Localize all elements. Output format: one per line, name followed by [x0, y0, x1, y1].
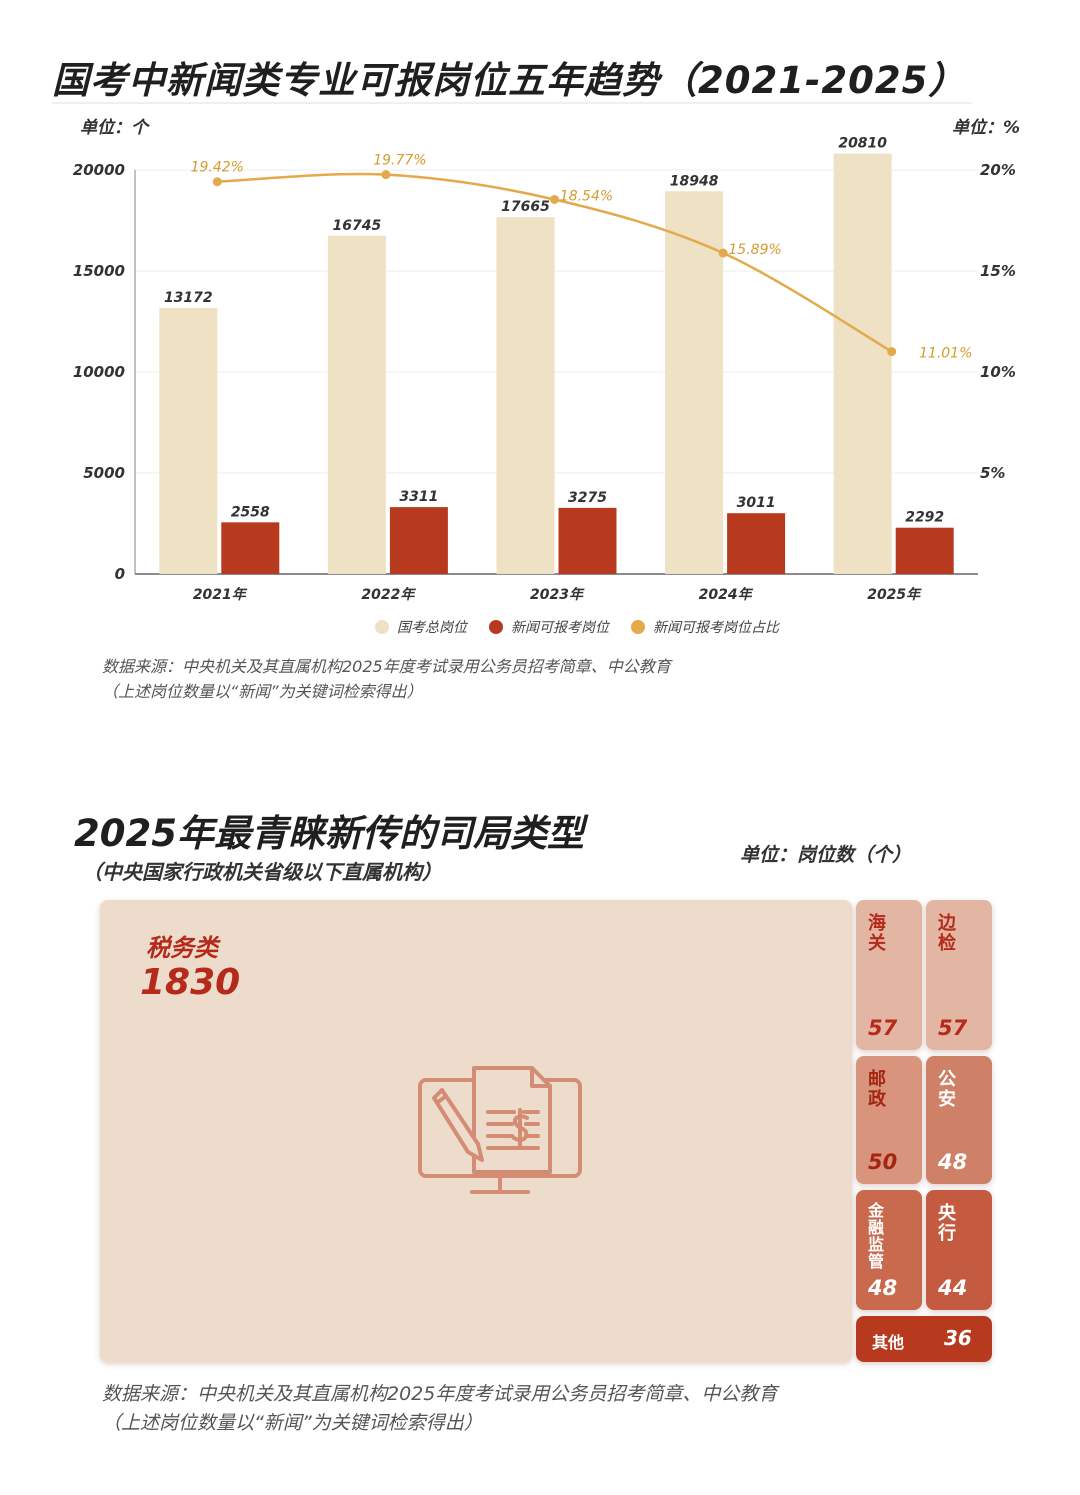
- bar-total: [665, 191, 724, 574]
- source-line: （上述岗位数量以“新闻”为关键词检索得出）: [102, 1412, 483, 1434]
- title-divider: [52, 102, 972, 104]
- line-pct-point: [212, 177, 222, 187]
- y-right-tick-label: 10%: [980, 363, 1016, 381]
- y-left-tick-label: 20000: [73, 161, 125, 179]
- tile-name: 邮政: [868, 1069, 886, 1110]
- y-left-tick-label: 10000: [73, 363, 125, 381]
- treemap-tile-public-security: 公安 48: [926, 1056, 992, 1184]
- y-left-tick-label: 0: [115, 565, 125, 583]
- bar-news-label: 3311: [399, 489, 438, 505]
- source-line: 数据来源：中央机关及其直属机构2025年度考试录用公务员招考简章、中公教育: [102, 1383, 778, 1405]
- line-pct-label: 19.77%: [373, 153, 426, 169]
- legend-item-news: 新闻可报考岗位: [489, 617, 609, 637]
- tile-value: 36: [944, 1326, 972, 1350]
- bar-total: [496, 217, 555, 574]
- bar-total: [159, 307, 218, 574]
- tile-value: 57: [868, 1016, 898, 1040]
- chart-legend: 国考总岗位 新闻可报考岗位 新闻可报考岗位占比: [375, 616, 801, 638]
- bar-total-label: 16745: [333, 218, 382, 234]
- legend-label-pct: 新闻可报考岗位占比: [653, 620, 779, 636]
- right-axis-unit: 单位：%: [952, 118, 1021, 138]
- bar-news: [389, 507, 448, 574]
- treemap-tile-central-bank: 央行 44: [926, 1190, 992, 1310]
- tile-name: 央行: [938, 1203, 956, 1244]
- combo-bar-line-chart: 0 5000 10000 15000 20000 5% 10% 15% 20% 13172 2558…: [73, 136, 1016, 603]
- x-tick-label: 2024年: [699, 586, 754, 603]
- tile-value: 44: [938, 1276, 968, 1300]
- line-pct-label: 15.89%: [728, 242, 781, 258]
- legend-swatch-news: [489, 620, 503, 634]
- tax-document-monitor-icon: [418, 1066, 582, 1194]
- tile-name: 边检: [938, 913, 956, 954]
- legend-swatch-pct: [631, 620, 645, 634]
- tile-name: 其他: [872, 1333, 905, 1352]
- treemap-title: 2025年最青睐新传的司局类型: [74, 812, 584, 855]
- tile-name: 金融监管: [868, 1201, 885, 1271]
- treemap-tile-customs: 海关 57: [856, 900, 922, 1050]
- bar-total: [327, 235, 386, 574]
- bar-total-label: 20810: [838, 136, 887, 152]
- bar-total-label: 13172: [164, 290, 213, 306]
- y-left-tick-label: 5000: [83, 464, 125, 482]
- tile-value: 57: [938, 1016, 968, 1040]
- x-tick-label: 2025年: [867, 586, 922, 603]
- treemap-tile-other: 其他 36: [856, 1316, 992, 1362]
- treemap-tile-tax: 税务类 1830: [100, 900, 852, 1362]
- bar-news-label: 2558: [231, 504, 270, 520]
- treemap-unit: 单位：岗位数（个）: [740, 844, 912, 866]
- chart-title: 国考中新闻类专业可报岗位五年趋势（2021-2025）: [52, 59, 967, 102]
- bar-news: [895, 527, 954, 574]
- y-right-tick-label: 5%: [980, 464, 1005, 482]
- left-axis-unit: 单位：个: [80, 118, 148, 138]
- line-pct-point: [381, 170, 391, 180]
- line-pct-label: 18.54%: [560, 188, 613, 204]
- line-pct-point: [550, 194, 559, 204]
- legend-swatch-total: [375, 620, 389, 634]
- source-line: （上述岗位数量以“新闻”为关键词检索得出）: [102, 682, 423, 701]
- bar-news-label: 3011: [737, 495, 776, 511]
- line-pct-label: 19.42%: [191, 160, 244, 176]
- legend-label-total: 国考总岗位: [397, 620, 467, 636]
- tile-name: 税务类: [146, 934, 218, 962]
- bar-news-label: 3275: [568, 490, 607, 506]
- source-note-2: 数据来源：中央机关及其直属机构2025年度考试录用公务员招考简章、中公教育 （上…: [102, 1380, 777, 1438]
- bar-news: [727, 513, 786, 574]
- x-tick-label: 2023年: [530, 586, 585, 603]
- legend-label-news: 新闻可报考岗位: [511, 620, 609, 636]
- tile-name: 公安: [938, 1069, 956, 1110]
- line-pct-point: [887, 347, 897, 357]
- tile-value: 1830: [140, 962, 241, 1003]
- bar-news-label: 2292: [905, 510, 944, 526]
- treemap-subtitle: （中央国家行政机关省级以下直属机构）: [82, 860, 442, 884]
- treemap-tile-financial-regulation: 金融监管 48: [856, 1190, 922, 1310]
- line-pct-point: [718, 248, 728, 258]
- y-right-tick-label: 20%: [980, 161, 1016, 179]
- line-pct-label: 11.01%: [919, 346, 972, 362]
- legend-item-total: 国考总岗位: [375, 617, 467, 637]
- x-tick-label: 2022年: [361, 586, 416, 603]
- treemap-tile-border-inspection: 边检 57: [926, 900, 992, 1050]
- tile-value: 48: [868, 1276, 898, 1300]
- tile-name: 海关: [868, 913, 886, 954]
- source-note-1: 数据来源：中央机关及其直属机构2025年度考试录用公务员招考简章、中公教育 （上…: [102, 654, 671, 704]
- y-left-tick-label: 15000: [73, 262, 125, 280]
- bar-news: [558, 507, 617, 574]
- bar-total: [833, 153, 892, 574]
- x-tick-label: 2021年: [193, 586, 248, 603]
- bar-total-label: 17665: [501, 199, 550, 215]
- legend-item-pct: 新闻可报考岗位占比: [631, 617, 779, 637]
- bar-news: [221, 522, 280, 574]
- tile-value: 50: [868, 1150, 898, 1174]
- bar-total-label: 18948: [670, 173, 719, 189]
- tile-value: 48: [938, 1150, 968, 1174]
- y-right-tick-label: 15%: [980, 262, 1016, 280]
- source-line: 数据来源：中央机关及其直属机构2025年度考试录用公务员招考简章、中公教育: [102, 657, 671, 676]
- treemap-tile-postal: 邮政 50: [856, 1056, 922, 1184]
